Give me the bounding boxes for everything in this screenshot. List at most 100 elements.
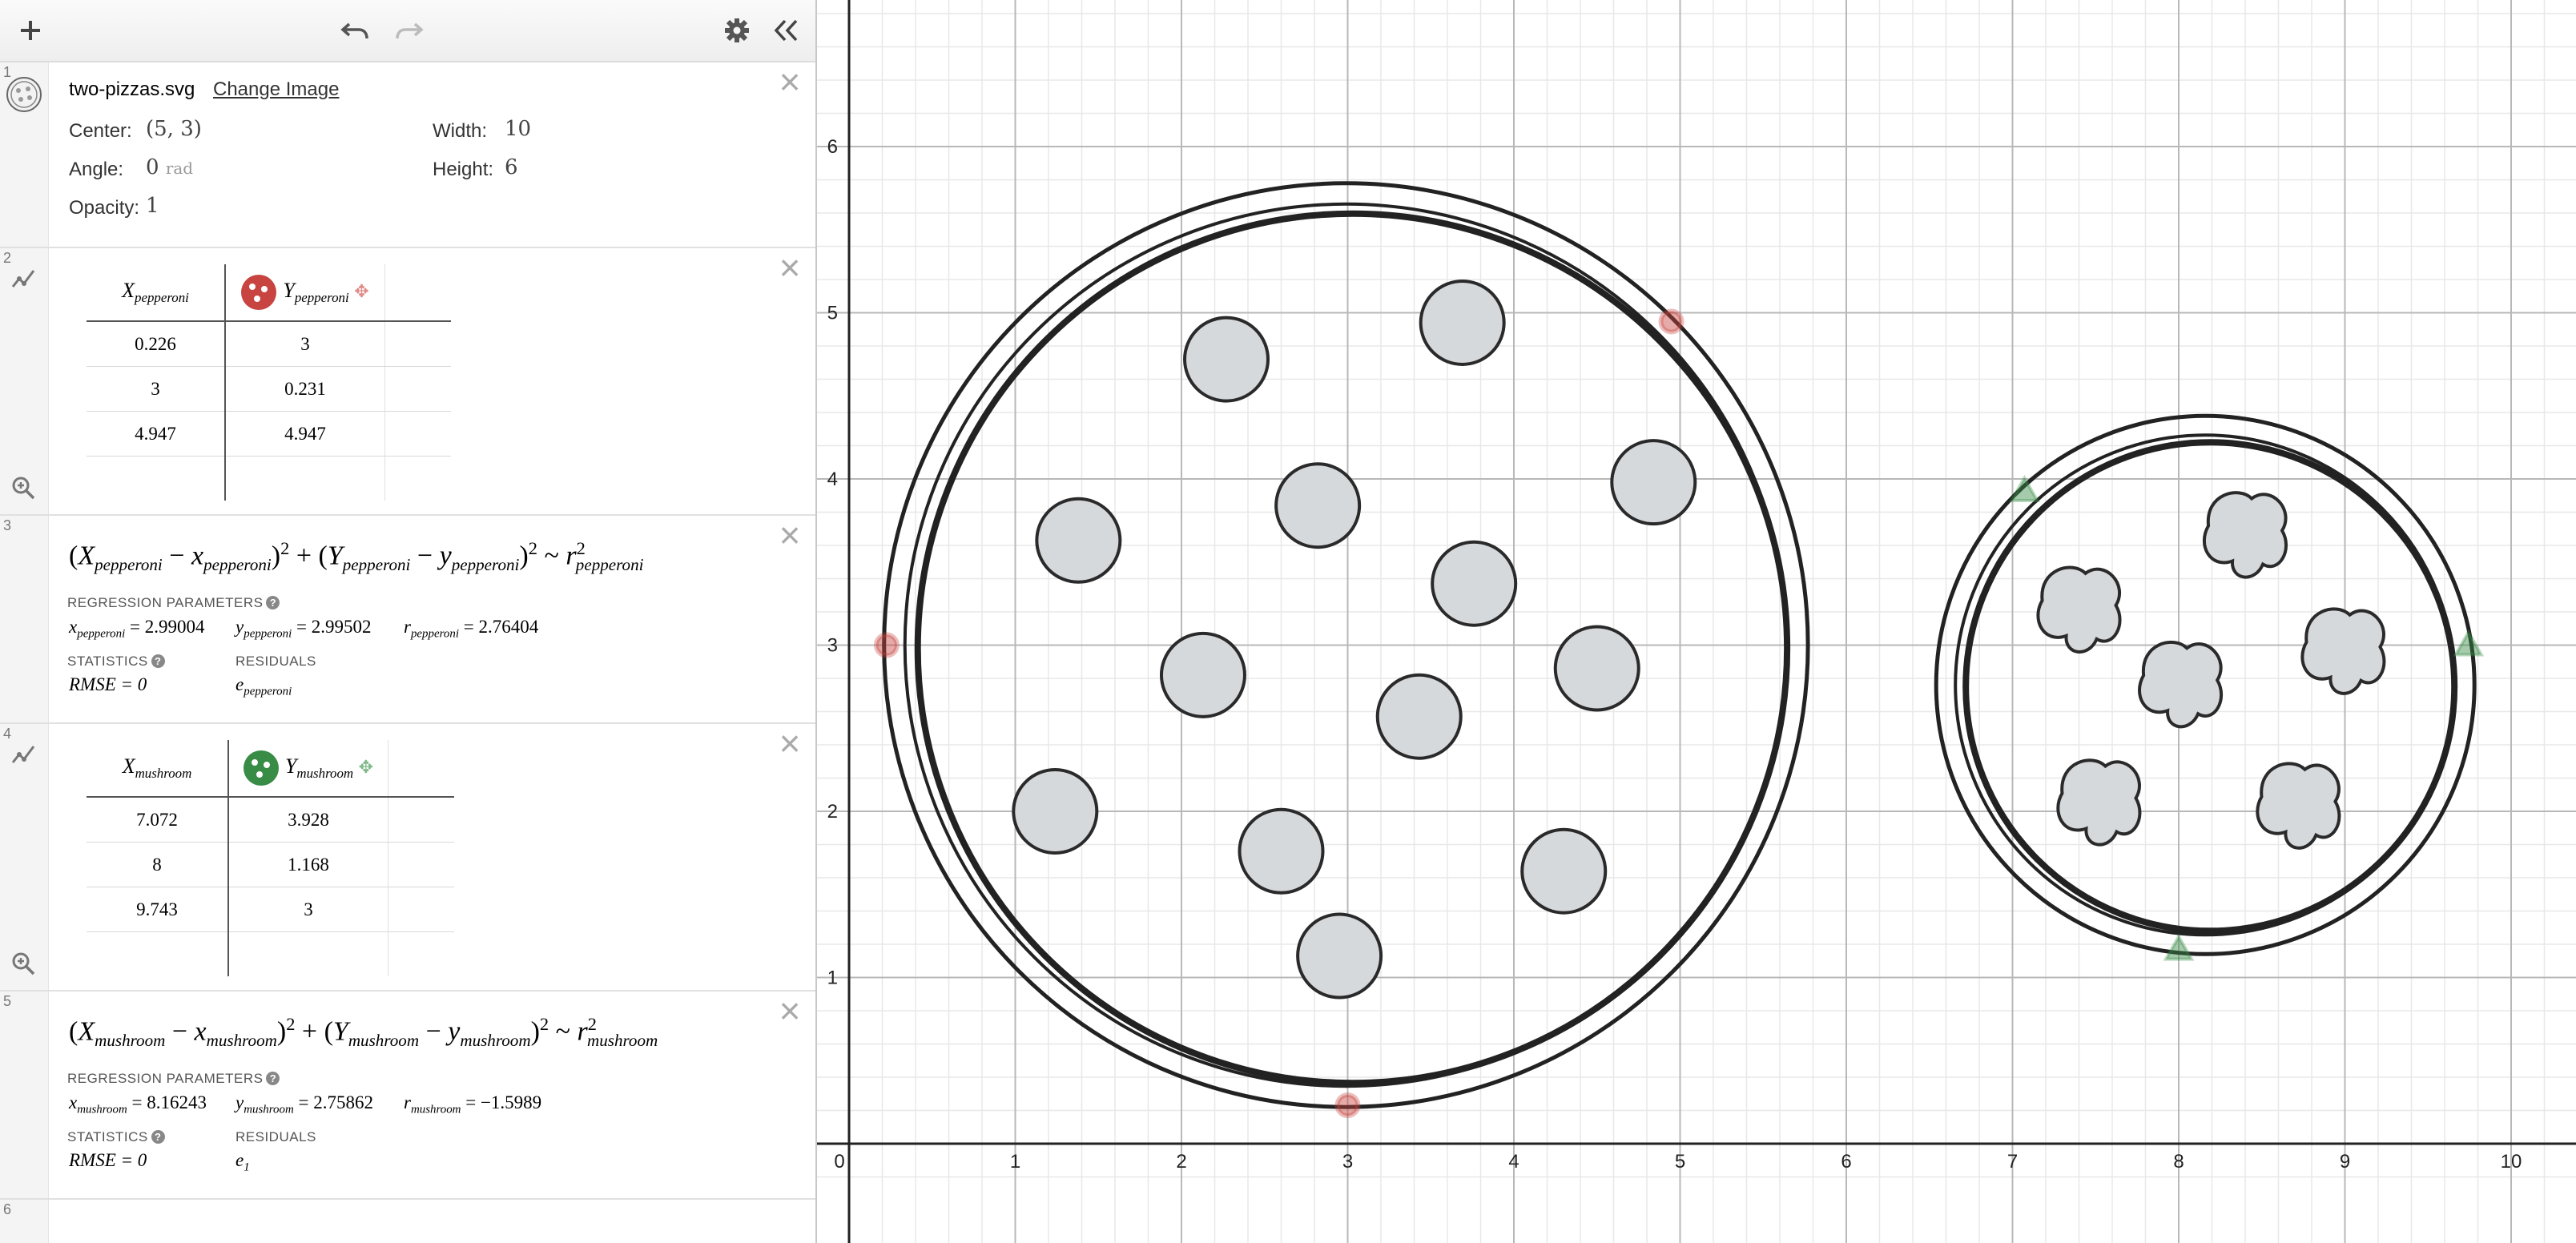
- mushroom-piece: [2138, 641, 2223, 729]
- mushroom-data-table[interactable]: Xmushroom Ymushroom ✥ 7.072 3.928 8 1.168 …: [87, 740, 454, 976]
- mushroom-regression-formula[interactable]: (Xmushroom − xmushroom)2 + (Ymushroom − …: [69, 1014, 658, 1051]
- help-icon[interactable]: ?: [151, 654, 165, 668]
- residual-variable[interactable]: e1: [235, 1150, 250, 1175]
- width-value-field[interactable]: 10: [505, 117, 532, 141]
- table-cell[interactable]: [384, 321, 451, 367]
- add-item-button[interactable]: [11, 11, 50, 50]
- table-cell[interactable]: [384, 366, 451, 412]
- table-cell[interactable]: 3: [228, 887, 388, 932]
- pepperoni-point[interactable]: [1658, 308, 1684, 335]
- x-header-sub: pepperoni: [135, 290, 189, 306]
- zoom-fit-icon[interactable]: [10, 474, 37, 501]
- data-points[interactable]: [873, 308, 2485, 1119]
- help-icon[interactable]: ?: [266, 1072, 280, 1085]
- delete-expression-button[interactable]: ×: [779, 514, 801, 556]
- table-cell[interactable]: 9.743: [87, 887, 229, 932]
- image-expression[interactable]: 1 two-pizzas.svg Change Image Center: (5…: [0, 62, 815, 248]
- graph-canvas[interactable]: 0 1 2 3 4 5 6 7 8 9 10 1 2 3 4 5 6: [817, 0, 2576, 1243]
- angle-value-field[interactable]: 0 rad: [146, 155, 193, 179]
- table-cell[interactable]: [388, 842, 454, 887]
- pepperoni-regression-expression[interactable]: 3 (Xpepperoni − xpepperoni)2 + (Ypeppero…: [0, 516, 815, 724]
- undo-button[interactable]: [336, 11, 375, 50]
- empty-expression[interactable]: 6: [0, 1200, 815, 1243]
- table-cell[interactable]: 0.231: [225, 366, 385, 412]
- y-column-header[interactable]: Ymushroom ✥: [228, 740, 388, 798]
- residuals-heading: RESIDUALS: [235, 1129, 316, 1144]
- table-cell[interactable]: [385, 457, 452, 501]
- table-cell[interactable]: 4.947: [87, 411, 226, 457]
- pepperoni-slice: [1238, 807, 1325, 895]
- table-cell[interactable]: [388, 887, 454, 932]
- collapse-panel-button[interactable]: [767, 11, 806, 50]
- mushroom-table-expression[interactable]: 4 Xmushroom Ymushroom ✥ 7.072 3.928 8 1.16…: [0, 724, 815, 992]
- change-image-link[interactable]: Change Image: [213, 78, 340, 100]
- pepperoni-slice: [1553, 625, 1640, 712]
- param-name: y: [235, 1092, 244, 1112]
- pepperoni-slice: [1296, 912, 1383, 1000]
- pepperoni-slice: [1610, 439, 1697, 526]
- table-cell[interactable]: [388, 797, 454, 843]
- series-color-icon[interactable]: [241, 275, 277, 310]
- table-cell[interactable]: [384, 411, 451, 457]
- x-tick-label: 2: [1176, 1151, 1186, 1173]
- redo-button[interactable]: [389, 11, 428, 50]
- pepperoni-point[interactable]: [873, 632, 900, 658]
- graph-paper[interactable]: 0 1 2 3 4 5 6 7 8 9 10 1 2 3 4 5 6: [817, 0, 2576, 1243]
- mushroom-point[interactable]: [2163, 933, 2195, 961]
- x-column-header[interactable]: Xpepperoni: [87, 264, 226, 322]
- table-cell[interactable]: 3: [87, 366, 226, 412]
- mushroom-regression-expression[interactable]: 5 (Xmushroom − xmushroom)2 + (Ymushroom …: [0, 992, 815, 1200]
- pepperoni-point[interactable]: [1334, 1092, 1361, 1119]
- pepperoni-slice: [1274, 462, 1362, 549]
- mushroom-point[interactable]: [2008, 474, 2040, 502]
- center-value-field[interactable]: (5, 3): [146, 117, 202, 141]
- table-cell[interactable]: 7.072: [87, 797, 229, 843]
- delete-expression-button[interactable]: ×: [779, 990, 801, 1032]
- height-value-field[interactable]: 6: [505, 155, 518, 179]
- drag-points-icon[interactable]: ✥: [358, 756, 374, 777]
- table-cell[interactable]: 0.226: [87, 321, 226, 367]
- pepperoni-slice: [1012, 768, 1099, 855]
- pepperoni-data-table[interactable]: Xpepperoni Ypepperoni ✥ 0.226 3 3 0.231 4.…: [87, 264, 451, 501]
- residual-name: e: [235, 1150, 244, 1170]
- table-options-icon[interactable]: [10, 264, 37, 292]
- table-cell[interactable]: [225, 456, 385, 501]
- width-label: Width:: [433, 120, 488, 142]
- table-cell[interactable]: [87, 456, 226, 501]
- help-icon[interactable]: ?: [266, 596, 280, 609]
- drag-points-icon[interactable]: ✥: [354, 280, 369, 301]
- x-column-header[interactable]: Xmushroom: [87, 740, 229, 798]
- opacity-value-field[interactable]: 1: [146, 194, 159, 218]
- delete-expression-button[interactable]: ×: [779, 247, 801, 288]
- param-sub: pepperoni: [410, 627, 459, 641]
- table-cell[interactable]: 8: [87, 842, 229, 887]
- table-options-icon[interactable]: [10, 740, 37, 767]
- pepperoni-slice: [1183, 316, 1270, 403]
- empty-column-header[interactable]: [388, 740, 454, 798]
- table-cell[interactable]: [228, 931, 388, 976]
- x-header-letter: X: [122, 278, 135, 302]
- mushroom-piece: [2203, 491, 2288, 579]
- table-row: 7.072 3.928: [87, 797, 454, 843]
- help-icon[interactable]: ?: [151, 1130, 165, 1144]
- table-cell[interactable]: [87, 931, 229, 976]
- table-cell[interactable]: 3: [225, 321, 385, 367]
- param-value: = 2.99502: [296, 617, 372, 637]
- table-cell[interactable]: 1.168: [228, 842, 388, 887]
- series-color-icon[interactable]: [243, 750, 279, 786]
- pepperoni-regression-formula[interactable]: (Xpepperoni − xpepperoni)2 + (Ypepperoni…: [69, 538, 644, 575]
- x-tick-label: 7: [2007, 1151, 2018, 1173]
- pepperoni-table-expression[interactable]: 2 Xpepperoni Ypepperoni ✥ 0.226 3 3 0.231 …: [0, 248, 815, 516]
- table-cell[interactable]: [388, 932, 455, 977]
- delete-expression-button[interactable]: ×: [779, 722, 801, 764]
- mushroom-pizza-sauce-edge: [1962, 439, 2458, 935]
- residual-variable[interactable]: epepperoni: [235, 674, 292, 699]
- zoom-fit-icon[interactable]: [10, 950, 37, 977]
- delete-expression-button[interactable]: ×: [779, 61, 801, 103]
- mushroom-point[interactable]: [2453, 629, 2485, 657]
- table-cell[interactable]: 3.928: [228, 797, 388, 843]
- empty-column-header[interactable]: [384, 264, 451, 322]
- y-column-header[interactable]: Ypepperoni ✥: [225, 264, 385, 322]
- table-cell[interactable]: 4.947: [225, 411, 385, 457]
- settings-button[interactable]: [718, 11, 756, 50]
